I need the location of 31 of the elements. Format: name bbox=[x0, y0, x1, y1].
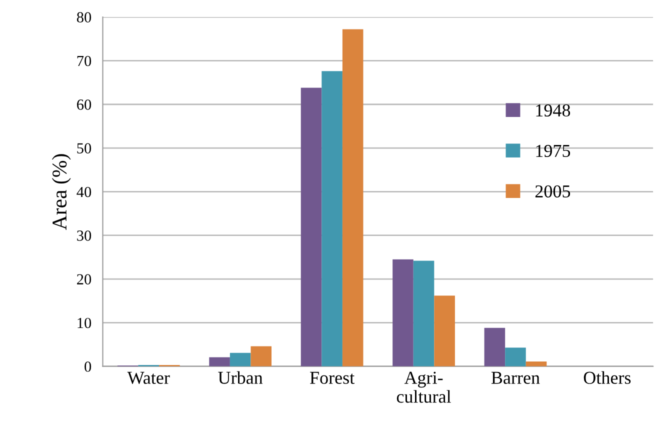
y-tick-label: 60 bbox=[77, 100, 92, 110]
bar bbox=[413, 260, 434, 366]
legend-label: 1948 bbox=[536, 104, 570, 117]
y-tick-label: 0 bbox=[84, 362, 92, 372]
x-tick-label: Others bbox=[584, 371, 631, 384]
bar bbox=[342, 29, 364, 366]
bar bbox=[505, 348, 526, 366]
y-tick-label: 40 bbox=[76, 186, 92, 198]
bar bbox=[322, 71, 342, 366]
y-tick-label: 80 bbox=[76, 12, 92, 22]
bar bbox=[484, 328, 506, 366]
y-tick-label: 50 bbox=[77, 143, 92, 154]
bar bbox=[434, 296, 455, 366]
bar bbox=[526, 362, 547, 366]
y-axis-title: Area (%) bbox=[52, 154, 71, 230]
bar bbox=[230, 352, 251, 366]
x-tick-label: Barren bbox=[491, 372, 540, 384]
x-tick-label: Agri- cultural bbox=[396, 372, 451, 403]
legend-label: 1975 bbox=[536, 144, 570, 158]
x-tick-label: Forest bbox=[310, 372, 355, 384]
x-tick-label: Water bbox=[127, 372, 170, 384]
bar bbox=[392, 259, 414, 366]
bar bbox=[250, 346, 272, 366]
bar bbox=[209, 357, 230, 366]
legend-label: 2005 bbox=[535, 185, 570, 198]
y-tick-label: 30 bbox=[77, 230, 92, 241]
y-tick-label: 70 bbox=[77, 56, 92, 66]
y-tick-label: 10 bbox=[78, 318, 92, 328]
bar bbox=[300, 88, 322, 366]
y-tick-label: 20 bbox=[77, 274, 92, 284]
x-tick-label: Urban bbox=[218, 371, 263, 384]
